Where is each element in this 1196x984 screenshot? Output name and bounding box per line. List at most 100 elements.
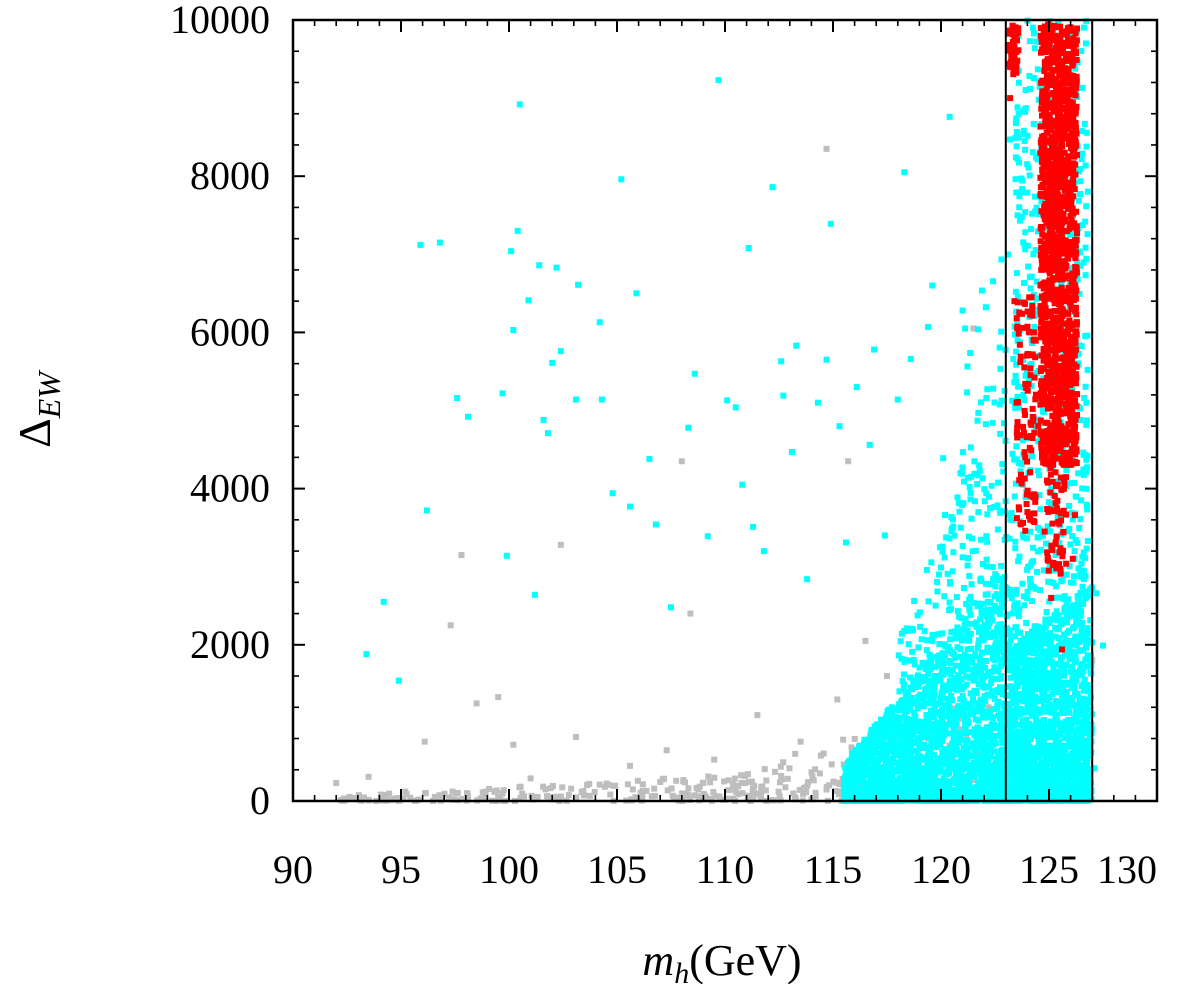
data-point (800, 784, 807, 791)
data-point (935, 571, 942, 578)
data-point (1100, 642, 1106, 649)
data-point (1024, 726, 1031, 733)
data-point (1034, 652, 1041, 659)
data-point (804, 576, 811, 583)
data-point (400, 795, 407, 802)
data-point (858, 766, 865, 773)
data-point (945, 767, 952, 774)
data-point (1015, 771, 1022, 778)
data-point (1076, 405, 1083, 412)
data-point (964, 363, 971, 370)
data-point (947, 605, 954, 612)
data-point (966, 483, 973, 490)
data-point (964, 628, 971, 635)
data-point (996, 790, 1003, 797)
data-point (1024, 743, 1031, 750)
data-point (725, 777, 732, 784)
data-point (482, 793, 489, 800)
data-point (1011, 648, 1018, 655)
data-point (1067, 725, 1074, 732)
data-point (960, 765, 967, 772)
data-point (937, 564, 944, 571)
data-point (959, 307, 966, 314)
data-point (804, 782, 811, 789)
data-point (1011, 493, 1018, 500)
data-point (967, 349, 974, 356)
data-point (691, 370, 698, 377)
data-point (944, 795, 951, 802)
data-point (840, 785, 847, 792)
data-point (1054, 783, 1061, 790)
data-point (939, 630, 946, 637)
data-point (950, 730, 957, 737)
data-point (1039, 728, 1046, 735)
data-point (918, 729, 925, 736)
data-point (612, 782, 619, 789)
data-point (1066, 480, 1073, 487)
data-point (867, 732, 874, 739)
data-point (786, 765, 793, 772)
data-point (967, 444, 974, 451)
data-point (514, 227, 521, 234)
data-point (1047, 655, 1054, 662)
data-point (1053, 651, 1060, 658)
data-point (961, 776, 968, 783)
data-point (1039, 408, 1046, 415)
data-point (1016, 159, 1023, 166)
data-point (1019, 748, 1026, 755)
data-point (510, 327, 517, 334)
data-point (559, 784, 566, 791)
data-point (1051, 770, 1058, 777)
data-point (1087, 657, 1094, 664)
data-point (920, 673, 927, 680)
data-point (1079, 221, 1086, 228)
data-point (1029, 702, 1036, 709)
data-point (898, 655, 905, 662)
data-point (949, 649, 956, 656)
data-point (940, 689, 947, 696)
data-point (859, 752, 866, 759)
data-point (1050, 665, 1057, 672)
data-point (1071, 479, 1078, 486)
data-point (853, 796, 860, 803)
data-point (1030, 673, 1037, 680)
data-point (1040, 676, 1047, 683)
data-point (860, 781, 867, 788)
data-point (961, 792, 968, 799)
data-point (920, 754, 927, 761)
data-point (705, 773, 712, 780)
data-point (888, 794, 895, 801)
data-point (956, 705, 963, 712)
data-point (864, 787, 871, 794)
data-point (810, 777, 817, 784)
data-point (888, 704, 895, 711)
data-point (1036, 663, 1043, 670)
data-point (940, 684, 947, 691)
data-point (1074, 774, 1081, 781)
data-point (931, 774, 938, 781)
data-point (707, 779, 714, 786)
data-point (784, 775, 791, 782)
data-point (1020, 758, 1027, 765)
data-point (1035, 709, 1042, 716)
data-point (1083, 421, 1090, 428)
data-point (778, 358, 785, 365)
data-point (1013, 348, 1020, 355)
data-point (482, 788, 489, 795)
data-point (1017, 795, 1024, 802)
data-point (992, 583, 999, 590)
data-point (1083, 774, 1090, 781)
data-point (1062, 792, 1069, 799)
data-point (938, 768, 945, 775)
data-point (1016, 404, 1023, 411)
data-point (1044, 757, 1051, 764)
data-point (1036, 677, 1043, 684)
data-point (1013, 456, 1020, 463)
data-point (960, 701, 967, 708)
data-point (1066, 754, 1073, 761)
data-point (993, 767, 1000, 774)
data-point (1081, 676, 1088, 683)
data-point (947, 671, 954, 678)
data-point (1061, 734, 1068, 741)
data-point (984, 726, 991, 733)
